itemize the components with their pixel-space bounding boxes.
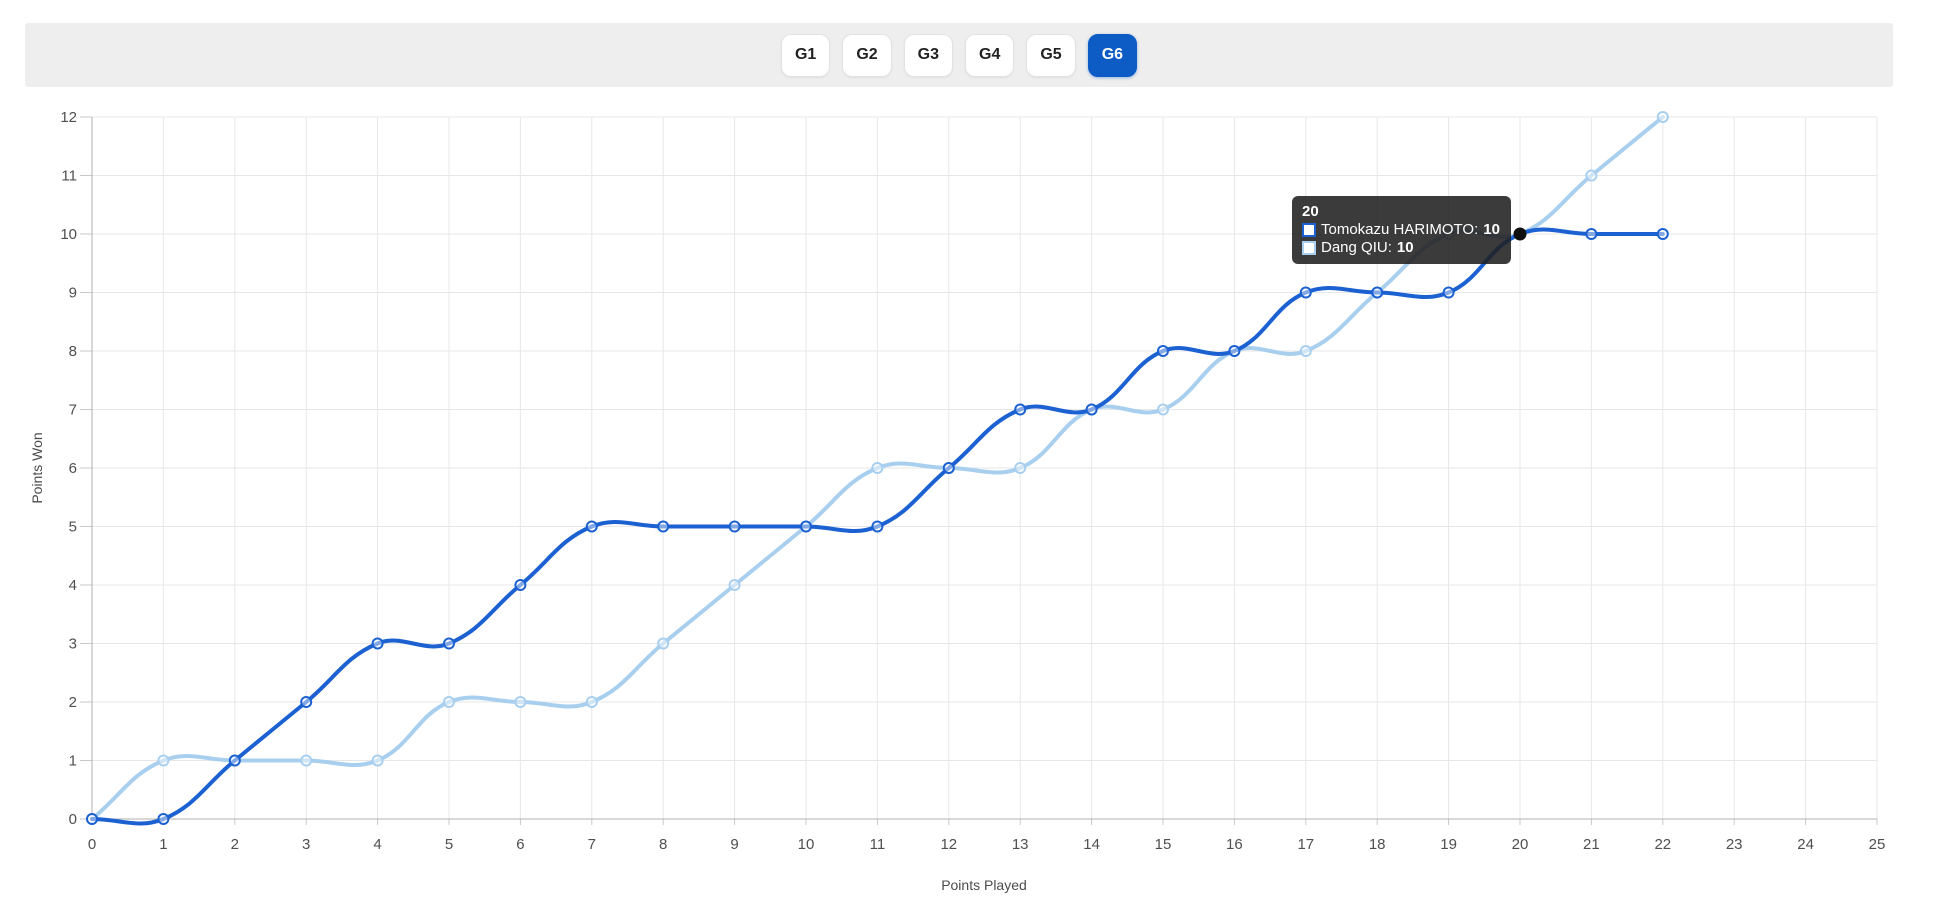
- tab-g4[interactable]: G4: [965, 33, 1015, 77]
- svg-text:24: 24: [1797, 836, 1814, 853]
- svg-text:11: 11: [870, 836, 886, 853]
- svg-text:1: 1: [159, 836, 167, 853]
- y-axis-title: Points Won: [29, 432, 45, 504]
- x-axis-title: Points Played: [941, 877, 1027, 893]
- svg-text:1: 1: [69, 753, 77, 770]
- svg-text:19: 19: [1440, 836, 1457, 853]
- svg-text:8: 8: [659, 836, 667, 853]
- svg-text:5: 5: [69, 519, 77, 536]
- tooltip-row: Tomokazu HARIMOTO: 10: [1302, 221, 1501, 239]
- svg-text:20: 20: [1512, 836, 1529, 853]
- svg-text:2: 2: [69, 694, 77, 711]
- x-tick-labels: 0 1 2 3 4 5 6 7 8 9 10 11 12 13 14 15 16 17 18 19 20 21 22 23 24…: [88, 836, 1886, 853]
- svg-text:25: 25: [1869, 836, 1886, 853]
- tooltip-row-value: 10: [1396, 239, 1414, 256]
- svg-text:3: 3: [69, 636, 77, 653]
- svg-text:2: 2: [231, 836, 239, 853]
- svg-text:9: 9: [730, 836, 738, 853]
- tooltip-row-label: Dang QIU:: [1321, 239, 1392, 256]
- svg-text:7: 7: [588, 836, 596, 853]
- tab-g1[interactable]: G1: [780, 33, 831, 77]
- svg-text:8: 8: [69, 343, 77, 360]
- tab-g3[interactable]: G3: [903, 33, 953, 77]
- tab-g6[interactable]: G6: [1087, 33, 1138, 77]
- svg-text:15: 15: [1155, 836, 1172, 853]
- svg-text:22: 22: [1654, 836, 1671, 853]
- svg-text:6: 6: [516, 836, 524, 853]
- axes: [91, 117, 1877, 820]
- svg-text:11: 11: [61, 168, 77, 185]
- svg-text:3: 3: [302, 836, 310, 853]
- svg-text:6: 6: [69, 460, 77, 477]
- svg-text:7: 7: [69, 402, 77, 419]
- svg-text:21: 21: [1583, 836, 1600, 853]
- svg-text:9: 9: [69, 285, 77, 302]
- svg-text:18: 18: [1369, 836, 1386, 853]
- svg-text:10: 10: [798, 836, 815, 853]
- tooltip-row: Dang QIU: 10: [1302, 239, 1501, 257]
- svg-text:23: 23: [1726, 836, 1743, 853]
- series-color-swatch: [1302, 241, 1316, 255]
- svg-text:12: 12: [940, 836, 957, 853]
- svg-text:0: 0: [88, 836, 96, 853]
- chart-tooltip: 20 Tomokazu HARIMOTO: 10 Dang QIU: 10: [1292, 196, 1511, 264]
- svg-text:4: 4: [69, 577, 77, 594]
- svg-text:10: 10: [60, 226, 77, 243]
- svg-text:0: 0: [69, 811, 77, 828]
- tooltip-row-label: Tomokazu HARIMOTO:: [1321, 221, 1479, 238]
- svg-text:13: 13: [1012, 836, 1029, 853]
- svg-text:14: 14: [1083, 836, 1100, 853]
- active-point: [1513, 227, 1527, 241]
- tooltip-title: 20: [1302, 203, 1319, 220]
- tooltip-row-value: 10: [1483, 221, 1500, 238]
- svg-text:16: 16: [1226, 836, 1243, 853]
- svg-text:4: 4: [373, 836, 381, 853]
- svg-text:12: 12: [60, 109, 77, 126]
- tab-g2[interactable]: G2: [842, 33, 892, 77]
- svg-text:5: 5: [445, 836, 453, 853]
- series-tomokazu-harimoto: [86, 227, 1669, 826]
- game-tab-bar: G1 G2 G3 G4 G5 G6: [25, 23, 1893, 87]
- tab-g5[interactable]: G5: [1026, 33, 1076, 77]
- svg-text:17: 17: [1297, 836, 1314, 853]
- series-color-swatch: [1302, 223, 1316, 237]
